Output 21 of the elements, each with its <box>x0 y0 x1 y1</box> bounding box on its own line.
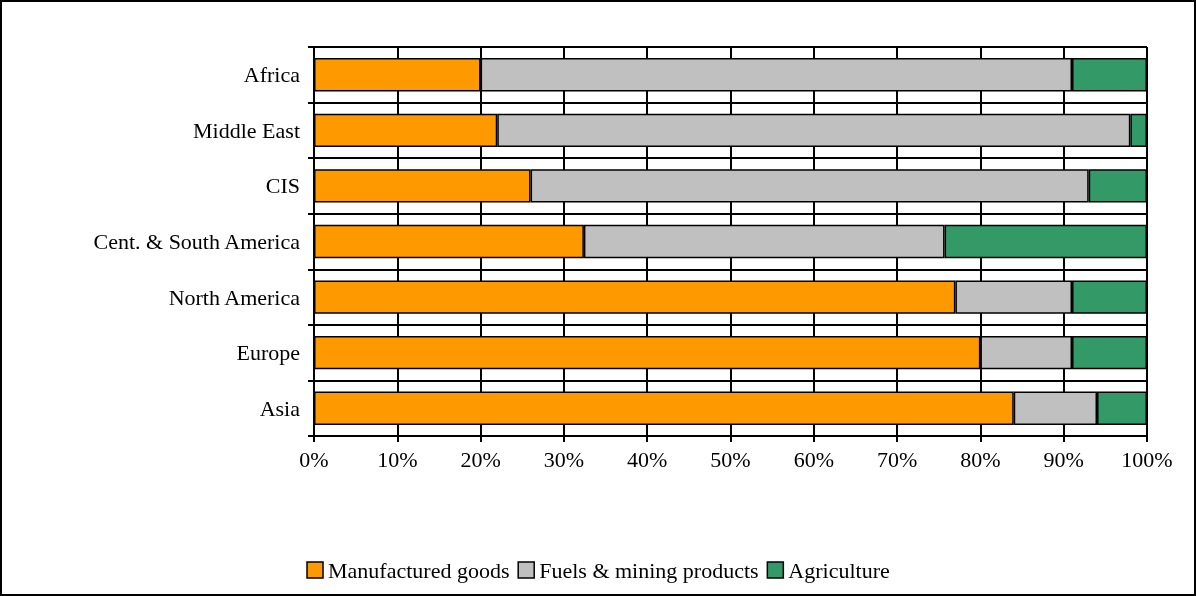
y-tick-label: Cent. & South America <box>93 229 301 254</box>
y-tick-label: Middle East <box>193 117 300 143</box>
legend-label: Agriculture <box>788 557 890 583</box>
legend-label: Manufactured goods <box>328 557 510 583</box>
x-tick-label: 10% <box>377 446 418 472</box>
x-tick-label: 100% <box>1121 446 1173 472</box>
y-tick-label: CIS <box>265 173 300 199</box>
x-tick-label: 50% <box>710 446 751 472</box>
legend-label: Fuels & mining products <box>539 557 759 583</box>
x-tick-label: 20% <box>460 446 501 472</box>
y-tick-label: Asia <box>259 395 301 421</box>
x-tick-label: 30% <box>543 446 585 472</box>
x-tick-label: 80% <box>960 446 1001 472</box>
x-tick-label: 0% <box>299 446 329 472</box>
x-tick-label: 90% <box>1043 446 1084 472</box>
y-tick-label: North America <box>168 284 301 310</box>
x-tick-label: 70% <box>876 446 918 472</box>
y-tick-label: Europe <box>236 340 300 366</box>
x-tick-label: 40% <box>627 446 668 472</box>
x-tick-label: 60% <box>793 446 834 472</box>
y-tick-label: Africa <box>243 62 301 88</box>
